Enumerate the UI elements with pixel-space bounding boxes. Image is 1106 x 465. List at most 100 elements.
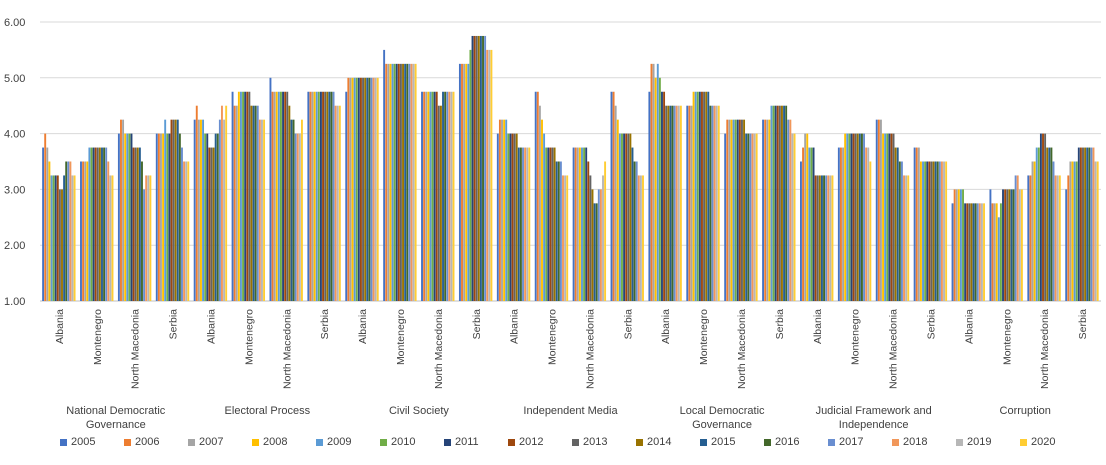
bar xyxy=(869,161,872,301)
bar xyxy=(128,133,131,301)
bar xyxy=(875,119,878,302)
bar xyxy=(995,203,998,301)
bar xyxy=(52,175,55,301)
bar xyxy=(1044,133,1047,301)
bar xyxy=(290,119,293,302)
bar xyxy=(728,119,731,302)
bar xyxy=(368,77,371,301)
bar xyxy=(429,91,432,301)
bar xyxy=(926,161,929,301)
bar xyxy=(595,203,598,301)
bar xyxy=(372,77,375,301)
bar xyxy=(661,91,663,301)
bar xyxy=(1029,175,1032,301)
bar xyxy=(989,189,992,301)
bar xyxy=(366,77,369,301)
bar xyxy=(107,161,110,301)
bar xyxy=(633,161,636,301)
bar xyxy=(772,105,775,301)
bar xyxy=(667,105,670,301)
bar xyxy=(214,133,217,301)
country-label: Serbia xyxy=(774,309,786,340)
bar xyxy=(749,133,752,301)
bar xyxy=(663,91,666,301)
bar xyxy=(269,77,272,301)
bar xyxy=(54,175,57,301)
bar xyxy=(155,133,158,301)
bar xyxy=(522,147,524,301)
bar xyxy=(654,77,657,301)
bar xyxy=(334,105,337,301)
bar xyxy=(928,161,931,301)
bar xyxy=(831,175,834,301)
bar xyxy=(56,175,59,301)
bar xyxy=(254,105,257,301)
bar xyxy=(362,77,364,301)
bar xyxy=(315,91,318,301)
bar xyxy=(538,105,541,301)
bar xyxy=(593,203,596,301)
bar xyxy=(258,119,261,302)
bar xyxy=(732,119,735,302)
country-label: Serbia xyxy=(319,309,331,340)
country-label: Montenegro xyxy=(1001,309,1013,365)
bar xyxy=(387,63,390,301)
bar xyxy=(741,119,743,302)
legend-label: 2018 xyxy=(903,436,928,448)
bar xyxy=(412,63,415,301)
bar xyxy=(69,161,72,301)
bar xyxy=(818,175,821,301)
bar xyxy=(149,175,152,301)
bar xyxy=(964,203,967,301)
bar xyxy=(968,203,971,301)
legend-swatch xyxy=(124,438,131,446)
bar xyxy=(791,133,794,301)
bar xyxy=(789,119,792,302)
y-tick-label: 6.00 xyxy=(4,17,25,29)
bar xyxy=(309,91,312,301)
bar xyxy=(280,91,282,301)
bar xyxy=(991,203,994,301)
bar xyxy=(882,133,884,301)
bar xyxy=(231,91,234,301)
bar xyxy=(204,133,207,301)
bar xyxy=(597,189,600,301)
bar xyxy=(465,63,468,301)
bar xyxy=(669,105,672,301)
category-label: Governance xyxy=(692,419,752,431)
country-label: North Macedonia xyxy=(281,309,293,389)
bar xyxy=(301,119,303,302)
bar xyxy=(1084,147,1087,301)
bar xyxy=(823,175,826,301)
legend-item: 2012 xyxy=(508,434,572,450)
bar xyxy=(623,133,626,301)
bar xyxy=(679,105,682,301)
bar xyxy=(42,147,45,301)
bar xyxy=(463,63,466,301)
bar xyxy=(1027,175,1030,301)
bar xyxy=(168,133,171,301)
legend-swatch xyxy=(316,438,323,446)
bar xyxy=(452,91,455,301)
bar xyxy=(717,105,720,301)
category-label: Governance xyxy=(86,419,146,431)
bar xyxy=(555,161,558,301)
bar xyxy=(210,147,213,301)
bar xyxy=(707,91,710,301)
bar xyxy=(507,133,510,301)
country-label: Montenegro xyxy=(243,309,255,365)
bar xyxy=(311,91,314,301)
bar xyxy=(978,203,981,301)
bar xyxy=(1073,161,1076,301)
bar xyxy=(471,35,474,301)
bar xyxy=(138,147,141,301)
bar xyxy=(736,119,739,302)
bar xyxy=(839,147,842,301)
category-label: Judicial Framework and xyxy=(816,405,932,417)
bar xyxy=(863,133,865,301)
country-label: Montenegro xyxy=(395,309,407,365)
bar xyxy=(534,91,537,301)
bar xyxy=(690,105,693,301)
bar xyxy=(648,91,651,301)
